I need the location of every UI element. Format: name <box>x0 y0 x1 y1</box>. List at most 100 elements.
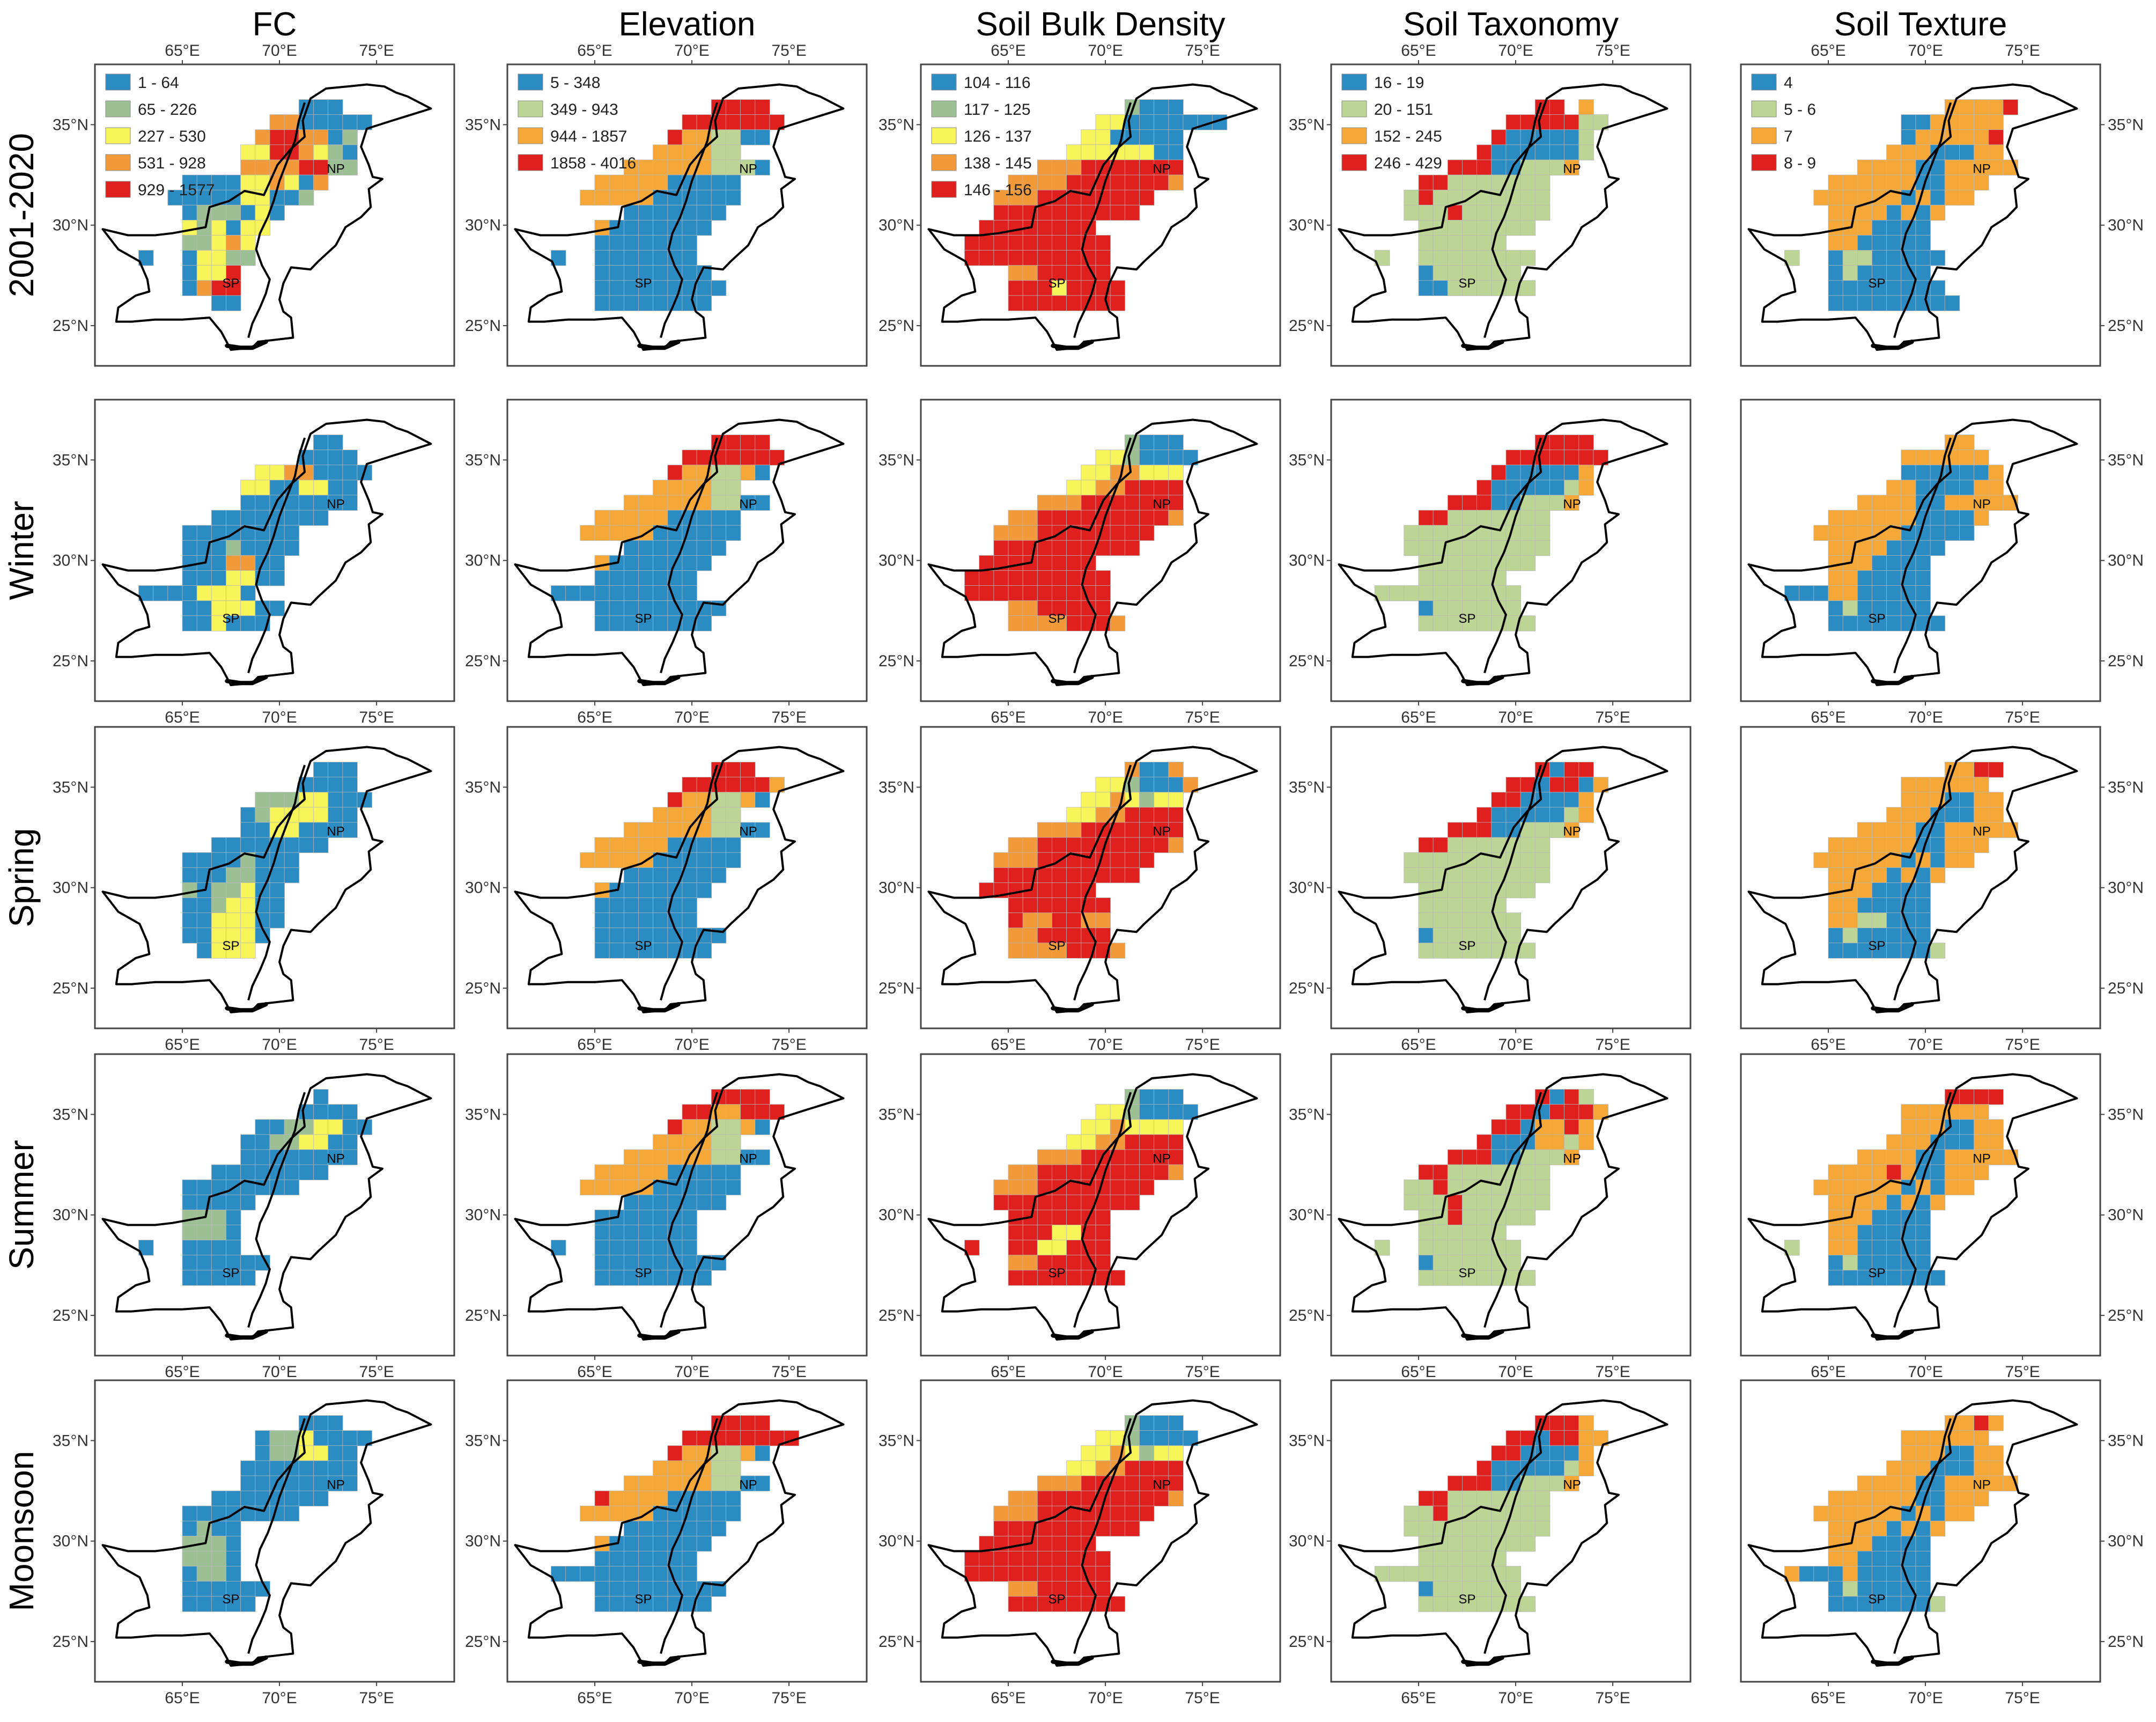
grid-cell <box>1418 852 1434 869</box>
lon-tick-label: 70°E <box>262 1036 297 1054</box>
grid-cell <box>1476 265 1492 281</box>
region-divider <box>1893 102 1952 338</box>
grid-cell <box>1139 1490 1155 1507</box>
grid-cell <box>1418 1535 1434 1552</box>
grid-cell <box>196 250 212 266</box>
grid-cell <box>1154 144 1169 160</box>
grid-cell <box>196 615 212 631</box>
grid-cell <box>1534 1475 1550 1491</box>
legend-swatch <box>931 181 957 198</box>
grid-cell <box>196 189 212 206</box>
region-label-np: NP <box>1153 1151 1170 1166</box>
grid-cell <box>1462 1490 1478 1507</box>
grid-cell <box>653 943 668 959</box>
grid-cell <box>1433 1566 1449 1582</box>
grid-cell <box>182 235 198 251</box>
lon-tick-label: 65°E <box>165 1363 200 1381</box>
grid-cell <box>1564 777 1579 793</box>
grid-cell <box>1988 480 2004 496</box>
grid-cell <box>1959 1104 1975 1120</box>
grid-cell <box>1418 1164 1434 1181</box>
region-label-sp: SP <box>1459 612 1476 626</box>
grid-cell <box>1404 204 1419 221</box>
grid-cell <box>1037 219 1053 236</box>
grid-cell <box>1139 822 1155 838</box>
grid-cell <box>1110 852 1126 869</box>
grid-cell <box>298 807 314 823</box>
grid-cell <box>269 882 285 899</box>
grid-cell <box>1433 1255 1449 1271</box>
grid-cell <box>1491 480 1507 496</box>
grid-cell <box>726 159 741 175</box>
legend-swatch <box>1751 73 1777 91</box>
grid-cell <box>313 1475 329 1491</box>
grid-cell <box>1872 570 1887 586</box>
grid-cell <box>1520 525 1536 541</box>
grid-cell <box>1959 1134 1975 1150</box>
grid-cell <box>1520 555 1536 571</box>
grid-cell <box>1447 540 1463 556</box>
grid-cell <box>1462 1520 1478 1537</box>
grid-cell <box>1139 1415 1155 1431</box>
grid-cell <box>1549 1089 1565 1105</box>
grid-cell <box>328 777 343 793</box>
grid-cell <box>1418 265 1434 281</box>
lon-tick-label: 75°E <box>1185 1036 1220 1054</box>
grid-cell <box>1842 1270 1858 1286</box>
grid-cell <box>182 1179 198 1196</box>
lat-tick-label: 35°N <box>1289 778 1325 796</box>
region-divider <box>1483 102 1542 338</box>
grid-cell <box>726 480 741 496</box>
grid-cell <box>1168 480 1184 496</box>
grid-cell <box>1534 204 1550 221</box>
lon-tick-label: 70°E <box>1498 1689 1533 1707</box>
grid-cell <box>1447 928 1463 944</box>
grid-cell <box>1534 807 1550 823</box>
grid-cell <box>1491 1179 1507 1196</box>
grid-cell <box>1404 1505 1419 1522</box>
grid-cell <box>1886 1596 1902 1612</box>
grid-cell <box>1375 250 1390 266</box>
grid-cell <box>1505 585 1522 601</box>
grid-cell <box>313 159 329 175</box>
grid-cell <box>1491 144 1507 160</box>
grid-cell <box>623 1596 639 1612</box>
grid-cell <box>226 1566 241 1582</box>
grid-cell <box>1505 1535 1522 1552</box>
grid-cell <box>226 1164 241 1181</box>
region-label-sp: SP <box>223 276 240 291</box>
grid-cell <box>1476 1270 1492 1286</box>
grid-cell <box>682 1225 698 1241</box>
grid-cell <box>1124 144 1140 160</box>
grid-cell <box>638 1149 654 1165</box>
grid-cell <box>594 585 610 601</box>
grid-cell <box>226 1240 241 1256</box>
grid-cell <box>1988 1149 2004 1165</box>
grid-cell <box>1564 807 1579 823</box>
grid-cell <box>342 762 358 778</box>
grid-cell <box>1857 250 1873 266</box>
grid-cell <box>696 1490 712 1507</box>
lat-tick-label: 25°N <box>2108 980 2144 997</box>
grid-cell <box>1476 807 1492 823</box>
coastline <box>1461 1329 1504 1340</box>
grid-cell <box>667 525 683 541</box>
grid-cell <box>1857 912 1873 929</box>
grid-cell <box>696 295 712 311</box>
grid-cell <box>1974 1490 1989 1507</box>
grid-cell <box>1886 1475 1902 1491</box>
grid-cell <box>1959 1475 1975 1491</box>
grid-cell <box>1037 1209 1053 1226</box>
grid-cell <box>1066 1240 1082 1256</box>
grid-cell <box>1857 555 1873 571</box>
grid-cell <box>182 204 198 221</box>
grid-cell <box>240 235 256 251</box>
grid-cell <box>1052 1270 1067 1286</box>
grid-cell <box>1886 807 1902 823</box>
grid-cell <box>1505 480 1522 496</box>
grid-cell <box>740 435 756 451</box>
grid-cell <box>1520 837 1536 853</box>
legend-swatch <box>518 100 543 117</box>
